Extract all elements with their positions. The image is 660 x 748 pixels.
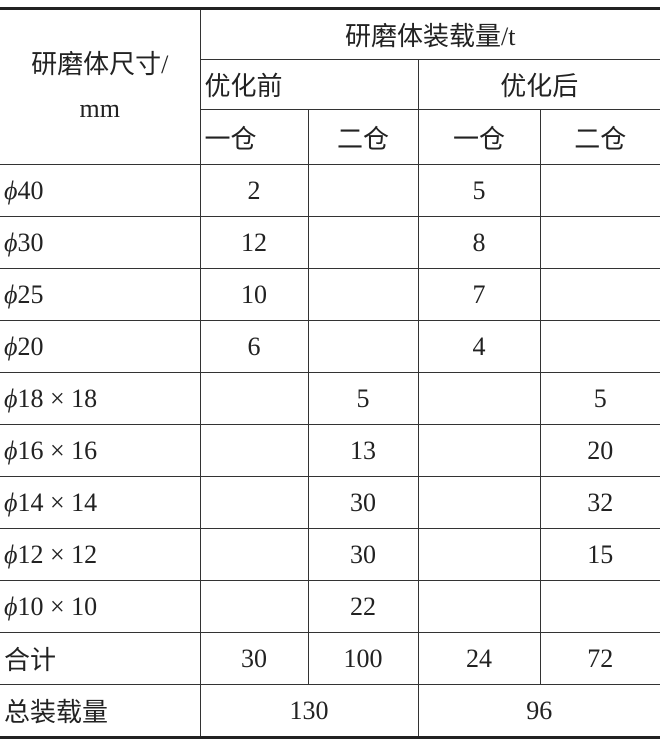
table-cell: 7 — [417, 268, 541, 321]
chamber-header: 二仓 — [539, 109, 660, 165]
table-cell — [199, 580, 309, 633]
table-row: ϕ14 × 14 30 32 — [0, 476, 660, 529]
phi-symbol: ϕ — [4, 175, 18, 205]
size-header: 研磨体尺寸/ mm — [0, 7, 201, 165]
size-value: 16 × 16 — [17, 435, 98, 465]
chamber-header: 二仓 — [307, 109, 419, 165]
size-value: 30 — [17, 227, 44, 257]
table-cell: 30 — [199, 632, 309, 685]
table-cell: 6 — [199, 320, 309, 373]
table-cell: 4 — [417, 320, 541, 373]
table-cell — [539, 164, 660, 217]
table-row: ϕ16 × 16 13 20 — [0, 424, 660, 477]
table-cell: 5 — [417, 164, 541, 217]
total-label: 总装载量 — [0, 684, 201, 739]
table-cell: 5 — [539, 372, 660, 425]
total-before: 130 — [199, 684, 419, 739]
table-cell — [417, 580, 541, 633]
table-cell — [307, 268, 419, 321]
phi-symbol: ϕ — [4, 435, 18, 465]
size-cell: ϕ12 × 12 — [0, 528, 201, 581]
table-cell: 32 — [539, 476, 660, 529]
table-cell — [307, 216, 419, 269]
table-cell: 72 — [539, 632, 660, 685]
group-after: 优化后 — [417, 59, 660, 110]
table-cell — [417, 528, 541, 581]
size-value: 12 × 12 — [17, 539, 98, 569]
group-before: 优化前 — [200, 59, 419, 110]
table-cell — [199, 372, 309, 425]
chamber-header: 一仓 — [417, 109, 541, 165]
table-cell — [199, 528, 309, 581]
table-cell — [539, 268, 660, 321]
total-after: 96 — [417, 684, 660, 739]
size-cell: ϕ10 × 10 — [0, 580, 201, 633]
table-cell: 24 — [417, 632, 541, 685]
header-row-2: 优化前 优化后 — [0, 59, 660, 110]
table-cell — [199, 424, 309, 477]
table-cell: 22 — [307, 580, 419, 633]
table-cell — [417, 424, 541, 477]
table-cell: 5 — [307, 372, 419, 425]
size-cell: ϕ20 — [0, 320, 201, 373]
load-header: 研磨体装载量/t — [199, 7, 660, 60]
size-value: 20 — [17, 331, 44, 361]
size-value: 18 × 18 — [17, 383, 98, 413]
table-cell — [417, 476, 541, 529]
table-cell: 2 — [199, 164, 309, 217]
table-cell: 30 — [307, 528, 419, 581]
table-cell: 100 — [307, 632, 419, 685]
table-row: ϕ40 2 5 — [0, 164, 660, 217]
size-value: 25 — [17, 279, 44, 309]
chamber-header: 一仓 — [200, 109, 309, 165]
table-cell — [417, 372, 541, 425]
size-header-unit: mm — [79, 94, 120, 123]
table-row: ϕ18 × 18 5 5 — [0, 372, 660, 425]
size-header-label: 研磨体尺寸/ — [31, 50, 169, 79]
table-cell — [539, 580, 660, 633]
header-row-1: 研磨体尺寸/ mm 研磨体装载量/t — [0, 7, 660, 165]
table-cell — [307, 164, 419, 217]
size-value: 40 — [17, 175, 44, 205]
subtotal-row: 合计 30 100 24 72 — [0, 632, 660, 685]
size-value: 10 × 10 — [17, 591, 98, 621]
phi-symbol: ϕ — [4, 539, 18, 569]
table-cell: 15 — [539, 528, 660, 581]
table-cell — [539, 320, 660, 373]
size-cell: ϕ25 — [0, 268, 201, 321]
table-row: ϕ20 6 4 — [0, 320, 660, 373]
size-cell: ϕ18 × 18 — [0, 372, 201, 425]
size-cell: ϕ40 — [0, 164, 201, 217]
subtotal-label: 合计 — [0, 632, 201, 685]
size-cell: ϕ30 — [0, 216, 201, 269]
phi-symbol: ϕ — [4, 487, 18, 517]
grinding-media-load-table: 研磨体尺寸/ mm 研磨体装载量/t 优化前 优化后 一仓 二仓 一仓 二仓 ϕ… — [0, 7, 660, 739]
phi-symbol: ϕ — [4, 227, 18, 257]
table-row: ϕ25 10 7 — [0, 268, 660, 321]
table-cell — [199, 476, 309, 529]
table-cell: 12 — [199, 216, 309, 269]
size-value: 14 × 14 — [17, 487, 98, 517]
total-row: 总装载量 130 96 — [0, 684, 660, 739]
table-row: ϕ12 × 12 30 15 — [0, 528, 660, 581]
table-row: ϕ30 12 8 — [0, 216, 660, 269]
size-cell: ϕ14 × 14 — [0, 476, 201, 529]
table-cell: 8 — [417, 216, 541, 269]
table-cell: 13 — [307, 424, 419, 477]
header-row-3: 一仓 二仓 一仓 二仓 — [0, 109, 660, 165]
phi-symbol: ϕ — [4, 383, 18, 413]
table-cell: 20 — [539, 424, 660, 477]
table-cell: 10 — [199, 268, 309, 321]
table-row: ϕ10 × 10 22 — [0, 580, 660, 633]
phi-symbol: ϕ — [4, 591, 18, 621]
phi-symbol: ϕ — [4, 331, 18, 361]
table-cell: 30 — [307, 476, 419, 529]
table-cell — [539, 216, 660, 269]
phi-symbol: ϕ — [4, 279, 18, 309]
size-cell: ϕ16 × 16 — [0, 424, 201, 477]
table-cell — [307, 320, 419, 373]
